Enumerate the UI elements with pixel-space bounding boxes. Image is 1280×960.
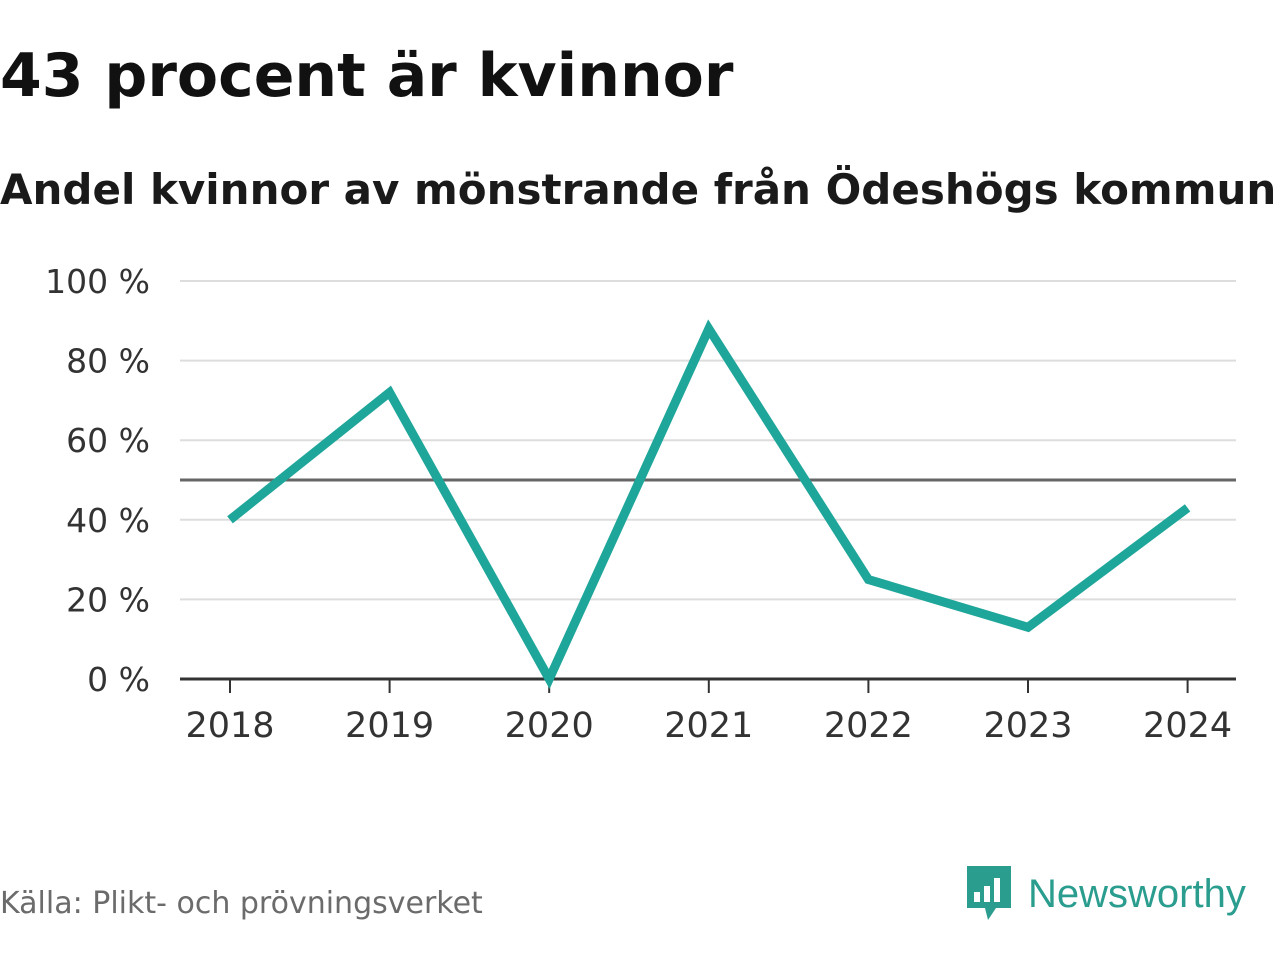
brand-logo: Newsworthy xyxy=(964,864,1246,924)
x-tick-label-2022: 2022 xyxy=(824,706,913,746)
x-tick-label-2018: 2018 xyxy=(185,706,274,746)
brand-name: Newsworthy xyxy=(1028,871,1246,916)
x-tick-label-2019: 2019 xyxy=(345,706,434,746)
x-tick-label-2023: 2023 xyxy=(983,706,1072,746)
y-tick-label-80: 80 % xyxy=(66,342,150,381)
source-note: Källa: Plikt- och prövningsverket xyxy=(0,886,483,921)
newsworthy-logo-icon xyxy=(967,866,1011,920)
y-tick-label-60: 60 % xyxy=(66,421,150,460)
y-tick-label-40: 40 % xyxy=(66,501,150,540)
y-axis-tick-labels: 0 % 20 % 40 % 60 % 80 % 100 % xyxy=(45,262,150,699)
x-tick-label-2024: 2024 xyxy=(1143,706,1232,746)
y-tick-label-100: 100 % xyxy=(45,262,150,301)
y-tick-label-0: 0 % xyxy=(87,660,150,699)
chart-title: 43 procent är kvinnor xyxy=(0,41,734,111)
series-line-0 xyxy=(227,319,1191,689)
x-tick-label-2020: 2020 xyxy=(505,706,594,746)
x-axis-ticks: 2018 2019 2020 2021 2022 2023 2024 xyxy=(185,679,1232,746)
x-tick-label-2021: 2021 xyxy=(664,706,753,746)
chart-subtitle: Andel kvinnor av mönstrande från Ödeshög… xyxy=(0,165,1277,214)
series-group xyxy=(227,319,1191,689)
y-tick-label-20: 20 % xyxy=(66,580,150,619)
gridlines xyxy=(180,280,1236,601)
